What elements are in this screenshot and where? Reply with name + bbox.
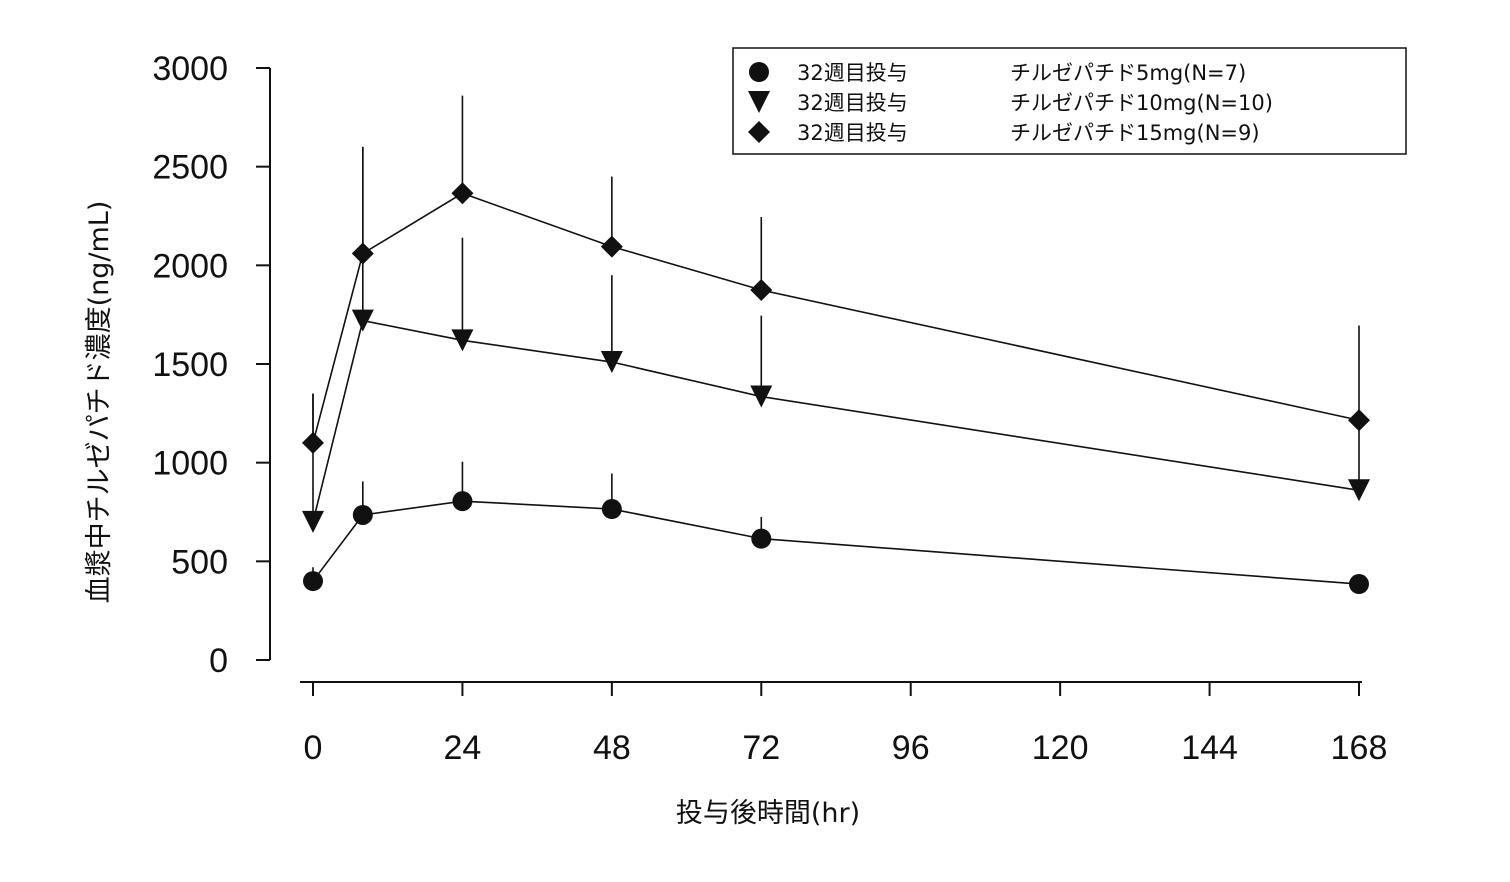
data-point-triangle-down bbox=[302, 510, 324, 533]
x-tick-label: 96 bbox=[892, 729, 930, 767]
data-point-diamond bbox=[1348, 409, 1370, 432]
legend-box bbox=[732, 47, 1407, 155]
legend-marker-triangle-down bbox=[748, 91, 770, 113]
data-point-circle bbox=[751, 528, 772, 549]
x-tick-label: 48 bbox=[593, 729, 631, 767]
x-tick-label: 24 bbox=[444, 729, 482, 767]
series-markers bbox=[302, 182, 1370, 595]
data-point-circle bbox=[352, 504, 373, 525]
series-line-circle bbox=[312, 500, 1360, 585]
x-tick-label: 144 bbox=[1181, 729, 1238, 767]
y-tick-label: 3000 bbox=[152, 50, 228, 88]
data-point-diamond bbox=[451, 182, 474, 205]
series-lines bbox=[312, 192, 1360, 585]
x-axis-title: 投与後時間(hr) bbox=[676, 798, 860, 829]
y-tick-label: 500 bbox=[171, 543, 228, 581]
data-point-triangle-down bbox=[1348, 479, 1370, 502]
legend-marker-diamond bbox=[748, 121, 770, 143]
data-point-triangle-down bbox=[600, 351, 623, 374]
legend-label: 32週目投与 bbox=[797, 61, 908, 85]
legend-dose-label: チルゼパチド10mg(N=10) bbox=[1010, 91, 1273, 115]
legend-label: 32週目投与 bbox=[797, 91, 908, 115]
legend-marker-circle bbox=[749, 62, 769, 82]
y-tick-label: 2000 bbox=[152, 247, 228, 285]
data-point-diamond bbox=[750, 279, 773, 301]
y-tick-label: 0 bbox=[209, 642, 228, 680]
y-tick-label: 1500 bbox=[152, 346, 228, 384]
error-bars bbox=[312, 95, 1360, 582]
x-tick-label: 120 bbox=[1032, 729, 1089, 767]
series-line-diamond bbox=[312, 192, 1360, 444]
data-point-circle bbox=[1349, 574, 1369, 595]
data-point-circle bbox=[601, 499, 622, 520]
legend-dose-label: チルゼパチド5mg(N=7) bbox=[1010, 61, 1246, 85]
x-tick-label: 168 bbox=[1331, 729, 1388, 767]
data-point-triangle-down bbox=[451, 329, 474, 352]
data-point-diamond bbox=[351, 242, 374, 265]
data-point-triangle-down bbox=[750, 385, 773, 408]
y-tick-label: 1000 bbox=[152, 445, 228, 483]
y-axis-title: 血漿中チルゼパチド濃度(ng/mL) bbox=[84, 201, 115, 604]
x-axis-ticks: 0 24 48 72 96 120 144 168 bbox=[304, 682, 1388, 767]
series-line-triangle-down bbox=[312, 319, 1360, 523]
axes bbox=[269, 68, 1362, 683]
data-point-circle bbox=[452, 491, 473, 512]
legend-dose-label: チルゼパチド15mg(N=9) bbox=[1010, 121, 1260, 145]
legend: 32週目投与 チルゼパチド5mg(N=7)32週目投与 チルゼパチド10mg(N=1… bbox=[732, 47, 1407, 155]
y-tick-label: 2500 bbox=[152, 149, 228, 187]
data-point-diamond bbox=[600, 235, 623, 258]
data-point-triangle-down bbox=[351, 309, 374, 332]
data-point-circle bbox=[303, 571, 323, 592]
legend-label: 32週目投与 bbox=[797, 121, 908, 145]
x-tick-label: 0 bbox=[304, 729, 323, 767]
y-axis-ticks: 0 500 1000 1500 2000 2500 3000 bbox=[152, 50, 270, 680]
data-point-diamond bbox=[302, 431, 324, 454]
x-tick-label: 72 bbox=[742, 729, 780, 767]
